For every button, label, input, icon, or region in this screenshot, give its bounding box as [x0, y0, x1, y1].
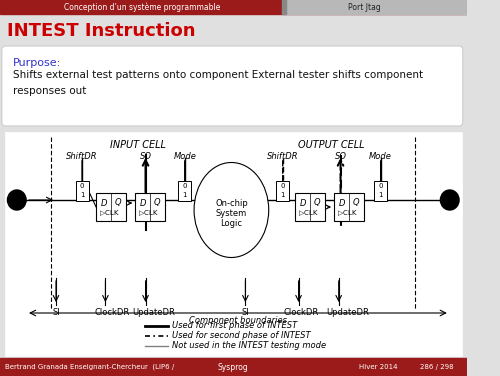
Bar — [178, 181, 192, 201]
Text: SI: SI — [52, 308, 60, 317]
Circle shape — [440, 190, 459, 210]
Text: D: D — [338, 199, 345, 208]
Bar — [276, 181, 289, 201]
Text: 0: 0 — [80, 183, 84, 189]
Text: Shifts external test patterns onto component External tester shifts component
re: Shifts external test patterns onto compo… — [13, 70, 423, 96]
Text: D: D — [140, 199, 146, 208]
Text: Bertrand Granada Enseignant-Chercheur  (LIP6 /: Bertrand Granada Enseignant-Chercheur (L… — [4, 364, 174, 370]
Text: Not used in the INTEST testing mode: Not used in the INTEST testing mode — [172, 341, 326, 350]
Text: D: D — [101, 199, 107, 208]
Text: Q: Q — [154, 199, 160, 208]
Text: Purpose:: Purpose: — [13, 58, 62, 68]
Text: $\rhd$CLK: $\rhd$CLK — [138, 208, 159, 218]
Text: ClockDR: ClockDR — [284, 308, 319, 317]
Bar — [334, 193, 364, 221]
Text: Used for second phase of INTEST: Used for second phase of INTEST — [172, 332, 310, 341]
Bar — [282, 0, 286, 14]
Ellipse shape — [194, 162, 268, 258]
Text: System: System — [216, 209, 247, 217]
Text: 0: 0 — [280, 183, 285, 189]
Text: SO: SO — [334, 152, 346, 161]
Text: Conception d’un système programmable: Conception d’un système programmable — [64, 2, 220, 12]
Text: 1: 1 — [280, 192, 285, 198]
Text: INPUT CELL: INPUT CELL — [110, 140, 166, 150]
Bar — [4, 132, 462, 356]
Text: Port Jtag: Port Jtag — [348, 3, 380, 12]
Text: SO: SO — [140, 152, 151, 161]
Bar — [284, 0, 467, 14]
Text: ShiftDR: ShiftDR — [66, 152, 98, 161]
Text: Sysprog: Sysprog — [218, 362, 248, 371]
Text: 0: 0 — [378, 183, 383, 189]
Circle shape — [8, 190, 26, 210]
Text: INTEST Instruction: INTEST Instruction — [8, 22, 196, 40]
Text: Q: Q — [114, 199, 121, 208]
Text: Hiver 2014: Hiver 2014 — [359, 364, 398, 370]
Bar — [0, 0, 466, 14]
Text: D: D — [300, 199, 306, 208]
Text: Used for first phase of INTEST: Used for first phase of INTEST — [172, 321, 297, 331]
Bar — [136, 193, 165, 221]
Text: 0: 0 — [182, 183, 187, 189]
Text: 1: 1 — [80, 192, 84, 198]
Bar — [374, 181, 387, 201]
Text: $\rhd$CLK: $\rhd$CLK — [99, 208, 119, 218]
Bar — [0, 358, 466, 376]
Text: Mode: Mode — [174, 152, 196, 161]
Text: 1: 1 — [182, 192, 187, 198]
Text: Q: Q — [314, 199, 320, 208]
Text: OUTPUT CELL: OUTPUT CELL — [298, 140, 364, 150]
Text: ShiftDR: ShiftDR — [267, 152, 298, 161]
FancyBboxPatch shape — [2, 46, 463, 126]
Text: On-chip: On-chip — [215, 199, 248, 208]
Text: 1: 1 — [378, 192, 383, 198]
Text: ClockDR: ClockDR — [94, 308, 130, 317]
Text: Mode: Mode — [369, 152, 392, 161]
Text: Logic: Logic — [220, 218, 242, 227]
Text: Q: Q — [352, 199, 359, 208]
Text: Component boundaries: Component boundaries — [189, 316, 287, 325]
Text: SI: SI — [242, 308, 250, 317]
Text: $\rhd$CLK: $\rhd$CLK — [298, 208, 318, 218]
Text: UpdateDR: UpdateDR — [132, 308, 176, 317]
Bar — [96, 193, 126, 221]
Text: UpdateDR: UpdateDR — [326, 308, 370, 317]
Bar — [295, 193, 324, 221]
Bar — [76, 181, 88, 201]
Text: 286 / 298: 286 / 298 — [420, 364, 454, 370]
Text: $\rhd$CLK: $\rhd$CLK — [337, 208, 357, 218]
